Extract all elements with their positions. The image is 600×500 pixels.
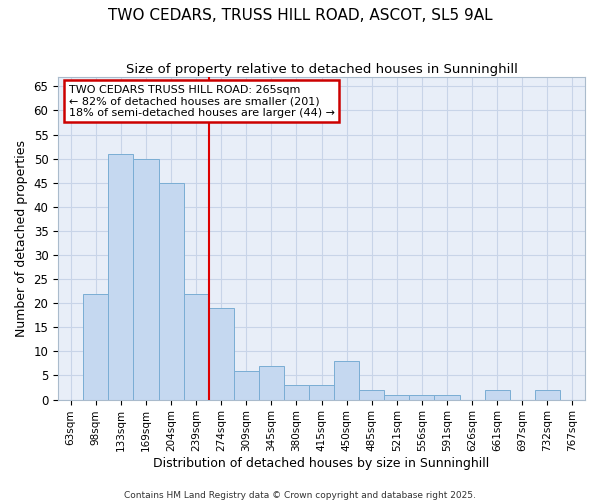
Bar <box>184 294 209 400</box>
Bar <box>359 390 384 400</box>
Bar <box>334 361 359 400</box>
Text: TWO CEDARS, TRUSS HILL ROAD, ASCOT, SL5 9AL: TWO CEDARS, TRUSS HILL ROAD, ASCOT, SL5 … <box>107 8 493 22</box>
Bar <box>309 385 334 400</box>
Bar <box>158 182 184 400</box>
Text: Contains HM Land Registry data © Crown copyright and database right 2025.: Contains HM Land Registry data © Crown c… <box>124 490 476 500</box>
Bar <box>133 158 158 400</box>
Bar <box>259 366 284 400</box>
Bar <box>409 395 434 400</box>
Title: Size of property relative to detached houses in Sunninghill: Size of property relative to detached ho… <box>125 62 518 76</box>
Bar <box>434 395 460 400</box>
Text: TWO CEDARS TRUSS HILL ROAD: 265sqm
← 82% of detached houses are smaller (201)
18: TWO CEDARS TRUSS HILL ROAD: 265sqm ← 82%… <box>68 84 335 118</box>
Bar <box>485 390 510 400</box>
Bar <box>284 385 309 400</box>
Bar <box>83 294 109 400</box>
Y-axis label: Number of detached properties: Number of detached properties <box>15 140 28 336</box>
Bar <box>109 154 133 400</box>
Bar <box>384 395 409 400</box>
X-axis label: Distribution of detached houses by size in Sunninghill: Distribution of detached houses by size … <box>154 457 490 470</box>
Bar <box>234 370 259 400</box>
Bar <box>535 390 560 400</box>
Bar <box>209 308 234 400</box>
